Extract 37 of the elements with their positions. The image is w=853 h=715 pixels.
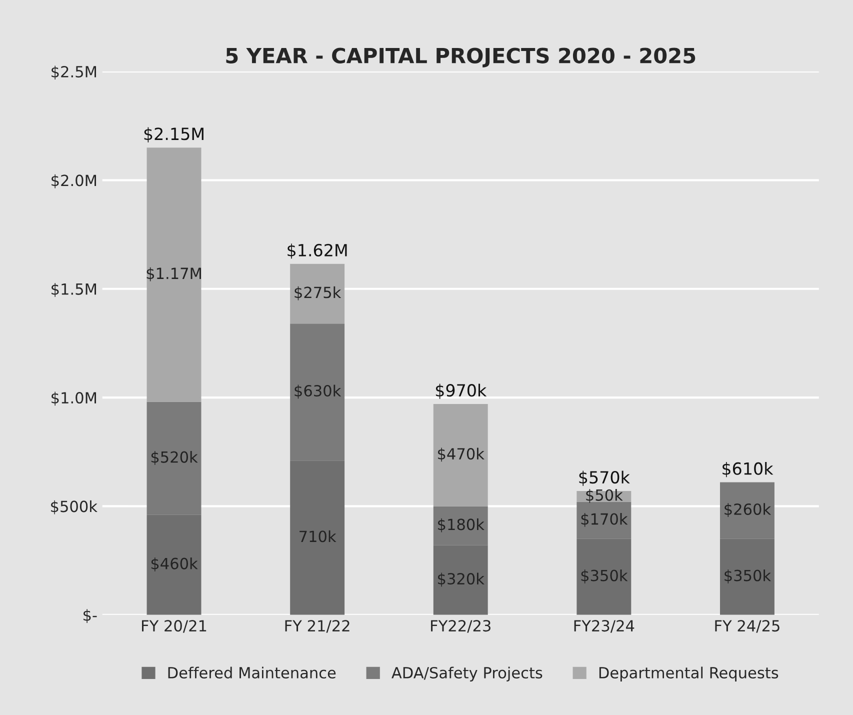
x-tick-label: FY 20/21 [142,620,206,633]
total-label: $1.62M [288,244,347,259]
data-label: $1.17M [146,267,201,282]
data-label: $320k [438,572,484,587]
data-label: $260k [724,503,772,518]
y-tick-label: $2.5M [52,66,96,80]
data-label: $350k [581,569,628,584]
x-tick-label: FY22/23 [431,620,490,633]
x-tick-label: FY 24/25 [715,620,780,633]
x-tick-label: FY 21/22 [285,620,350,633]
y-tick-label: $500k [51,500,98,514]
y-tick-label: $- [84,609,97,623]
y-tick-label: $1.0M [52,392,96,406]
data-label: $170k [581,512,628,527]
y-tick-label: $2.0M [52,174,96,188]
y-tick-label: $1.5M [52,283,96,297]
bar [146,148,202,402]
legend-label: Deffered Maintenance [168,666,336,679]
legend-label: ADA/Safety Projects [392,666,542,682]
bar [433,404,488,506]
total-label: $970k [436,384,487,399]
data-label: $520k [151,451,198,465]
data-label: $180k [438,518,484,532]
bar [290,264,345,324]
data-label: 710k [300,530,336,542]
total-label: $610k [722,462,774,478]
data-label: $350k [724,569,772,584]
total-label: $570k [579,470,630,486]
chart-title: 5 YEAR - CAPITAL PROJECTS 2020 - 2025 [226,48,696,68]
legend-label: Departmental Requests [599,666,778,682]
data-label: $275k [294,286,342,300]
data-label: $50k [586,489,623,503]
data-label: $470k [438,448,484,462]
data-label: $630k [294,384,342,399]
data-label: $460k [151,558,198,572]
x-tick-label: FY23/24 [574,620,634,633]
total-label: $2.15M [144,127,204,142]
